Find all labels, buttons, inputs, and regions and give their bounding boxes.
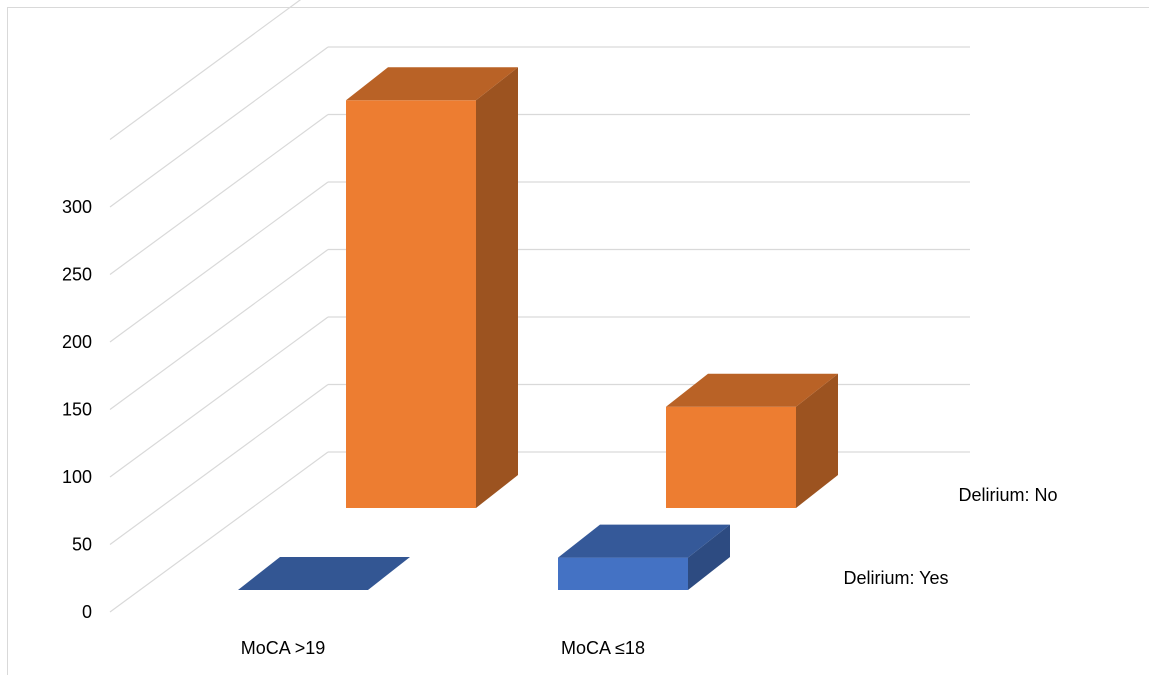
gridline-side [109, 249, 329, 410]
y-tick-label: 300 [62, 197, 92, 217]
y-tick-label: 100 [62, 467, 92, 487]
bar-top-face [346, 67, 518, 101]
bar-top-face [558, 524, 730, 558]
gridlines [109, 0, 970, 613]
x-category-label: MoCA ≤18 [561, 638, 645, 658]
y-tick-label: 200 [62, 332, 92, 352]
bar [558, 524, 730, 590]
bar [238, 557, 410, 590]
bar-front-face [558, 557, 688, 590]
chart-frame [7, 7, 1149, 675]
bar-side-face [688, 524, 730, 590]
x-axis-category-labels: MoCA >19 MoCA ≤18 [241, 638, 645, 658]
gridline-side [109, 181, 329, 343]
bars [238, 67, 838, 590]
y-axis-tick-labels: 0 50 100 150 200 250 300 [62, 197, 92, 622]
bar-side-face [476, 67, 518, 509]
y-tick-label: 50 [72, 535, 92, 555]
gridline-side [109, 46, 329, 208]
y-tick-label: 250 [62, 265, 92, 285]
bar [346, 67, 518, 509]
gridline-side [109, 316, 329, 478]
y-tick-label: 0 [82, 602, 92, 622]
depth-axis-series-labels: Delirium: Yes Delirium: No [843, 485, 1057, 588]
x-category-label: MoCA >19 [241, 638, 326, 658]
bar-top-face [238, 557, 410, 590]
series-depth-label: Delirium: Yes [843, 568, 948, 588]
gridline-side [109, 384, 329, 545]
series-depth-label: Delirium: No [958, 485, 1057, 505]
gridline-side [109, 114, 329, 275]
bar-front-face [666, 406, 796, 508]
bar-top-face [666, 373, 838, 407]
gridline-side [109, 451, 329, 613]
y-tick-label: 150 [62, 400, 92, 420]
bar-side-face [796, 373, 838, 508]
gridline-side [109, 0, 302, 140]
bar-front-face [346, 100, 476, 509]
bar [666, 373, 838, 508]
